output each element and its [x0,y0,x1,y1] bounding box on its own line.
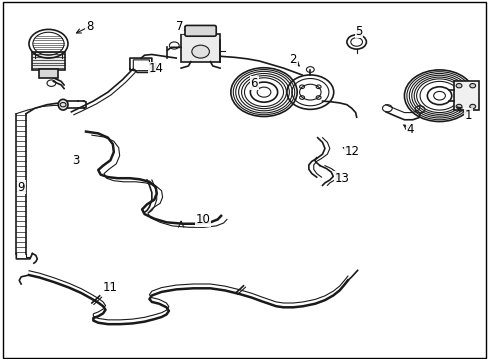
Bar [453,81,478,110]
Text: 3: 3 [72,154,80,167]
Ellipse shape [58,99,68,110]
Bar [39,69,58,78]
Text: 9: 9 [18,181,25,194]
Circle shape [191,45,209,58]
Text: 10: 10 [195,213,210,226]
Text: 7: 7 [176,20,183,33]
Circle shape [469,104,475,109]
Text: 8: 8 [85,20,93,33]
Bar [32,52,64,69]
Text: 12: 12 [344,145,359,158]
Text: 1: 1 [464,109,471,122]
Text: 14: 14 [148,62,163,75]
Text: 5: 5 [355,25,362,38]
Circle shape [469,84,475,88]
Circle shape [455,104,461,109]
Text: 4: 4 [406,123,413,136]
Text: 2: 2 [289,53,296,66]
Text: 6: 6 [250,77,258,90]
Text: 13: 13 [334,172,349,185]
Bar [181,34,220,62]
Circle shape [455,84,461,88]
Text: 11: 11 [102,281,118,294]
FancyBboxPatch shape [184,26,216,36]
